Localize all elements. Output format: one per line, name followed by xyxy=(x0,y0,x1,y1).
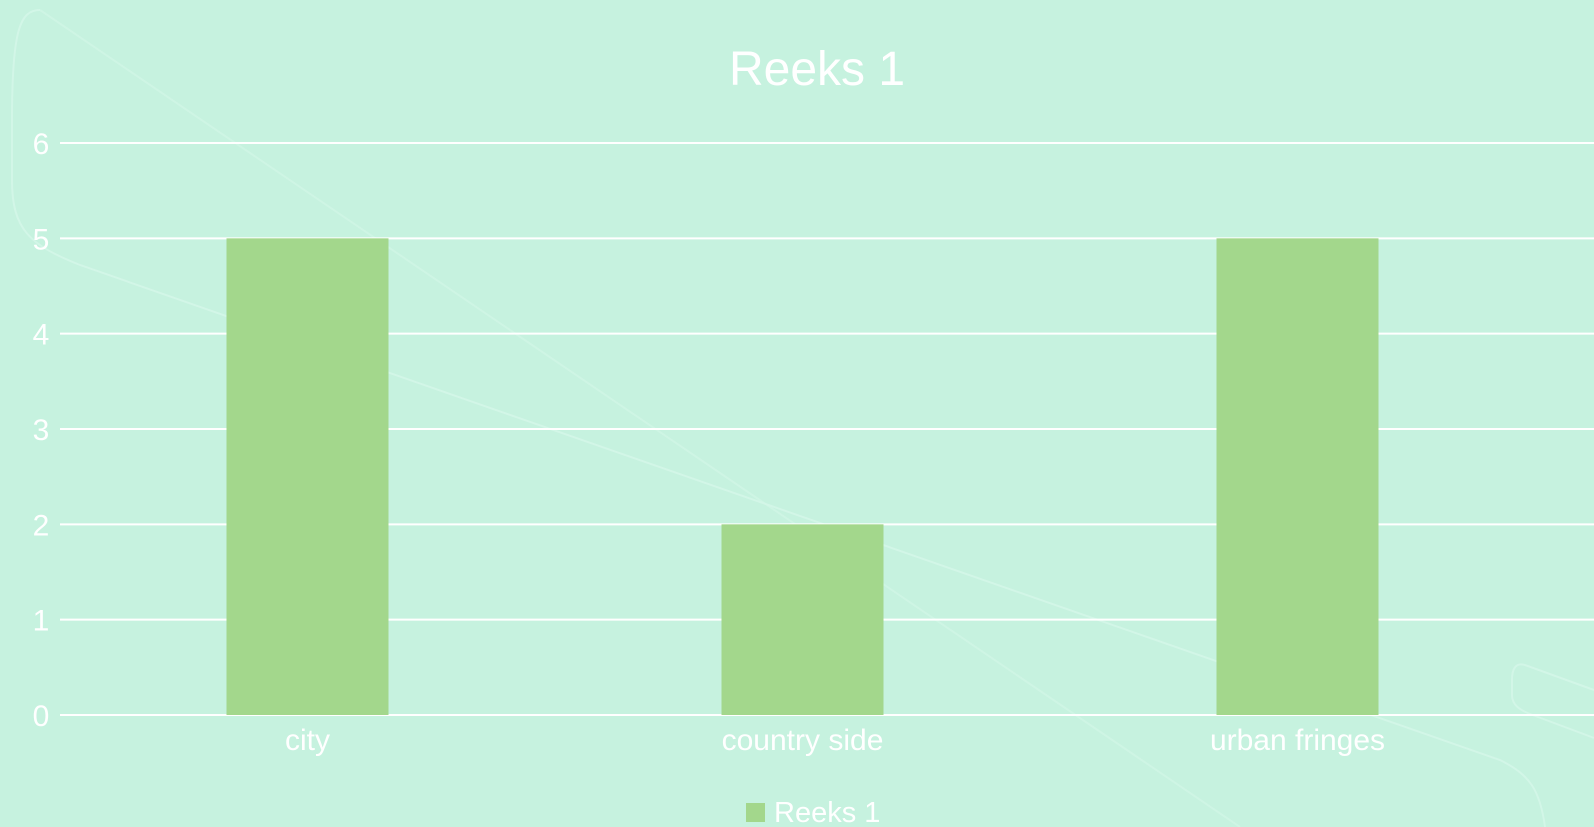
y-tick-label: 3 xyxy=(33,414,50,447)
x-tick-label: city xyxy=(285,724,330,757)
background-decoration xyxy=(11,9,1594,827)
y-tick-label: 1 xyxy=(33,605,50,638)
chart-title: Reeks 1 xyxy=(729,43,905,96)
y-tick-label: 4 xyxy=(33,319,50,352)
x-tick-label: urban fringes xyxy=(1210,724,1385,757)
bar xyxy=(1216,238,1379,716)
y-axis-tick-labels: 0 1 2 3 4 5 6 xyxy=(33,128,50,733)
legend: Reeks 1 xyxy=(746,797,880,827)
y-tick-label: 6 xyxy=(33,128,50,161)
legend-swatch xyxy=(746,803,765,822)
y-tick-label: 2 xyxy=(33,509,50,542)
y-tick-label: 0 xyxy=(33,700,50,733)
x-axis-tick-labels: city country side urban fringes xyxy=(285,724,1385,757)
y-tick-label: 5 xyxy=(33,223,50,256)
bars xyxy=(226,238,1379,716)
x-tick-label: country side xyxy=(722,724,884,757)
legend-label: Reeks 1 xyxy=(774,797,880,827)
bar xyxy=(721,524,884,715)
bar xyxy=(226,238,389,716)
